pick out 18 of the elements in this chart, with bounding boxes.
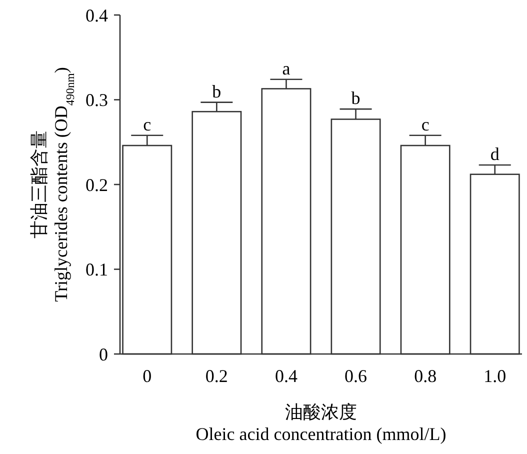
x-tick-label: 0.8 — [414, 366, 437, 386]
y-tick-label: 0.3 — [86, 90, 108, 110]
x-axis-title: 油酸浓度 Oleic acid concentration (mmol/L) — [196, 402, 446, 444]
annotation: a — [282, 58, 290, 78]
y-tick-label: 0.4 — [86, 5, 108, 26]
x-tick-label: 0.6 — [344, 366, 368, 386]
x-tick-label: 0.2 — [205, 366, 228, 386]
annotation: b — [212, 81, 222, 102]
annotation: b — [351, 88, 360, 108]
annotation: c — [421, 114, 430, 134]
x-tick-label: 0 — [142, 366, 152, 386]
x-tick-label: 1.0 — [484, 366, 506, 386]
y-tick-label: 0 — [99, 344, 108, 364]
annotation: d — [490, 144, 500, 164]
y-tick-label: 0.1 — [86, 260, 108, 280]
x-tick-label: 0.4 — [274, 366, 298, 386]
y-tick-label: 0.2 — [86, 174, 108, 195]
annotation: c — [143, 114, 152, 134]
